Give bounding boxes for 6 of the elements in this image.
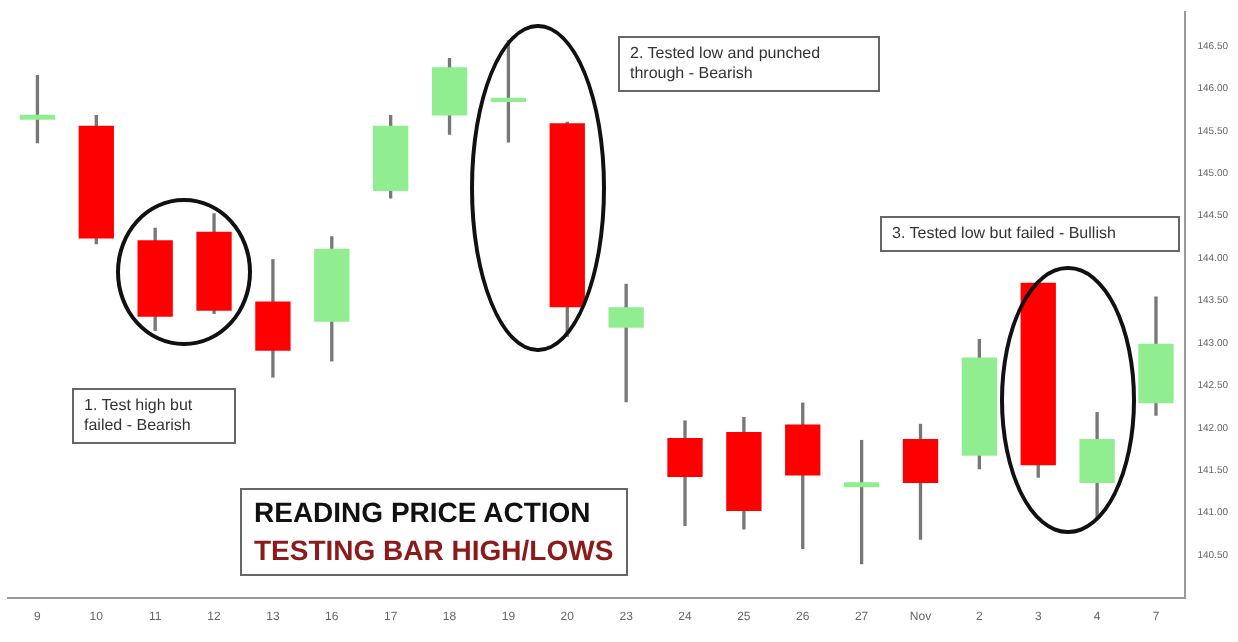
annotation: 1. Test high but failed - Bearish [72, 388, 236, 444]
candlestick [608, 283, 644, 403]
annotation: 3. Tested low but failed - Bullish [880, 216, 1180, 252]
text: TESTING BAR HIGH/LOWS [254, 532, 614, 570]
text: READING PRICE ACTION [254, 494, 593, 532]
annotation: 2. Tested low and punched through - Bearish [618, 36, 880, 92]
